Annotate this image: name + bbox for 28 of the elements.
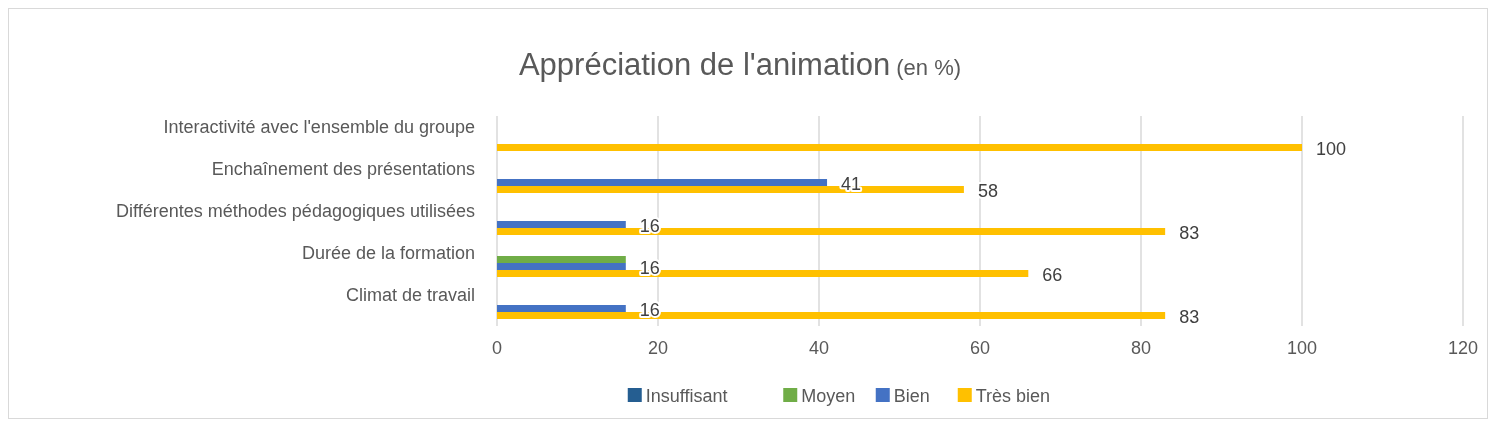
bar bbox=[497, 179, 828, 186]
y-tick-label: Différentes méthodes pédagogiques utilisées bbox=[116, 201, 475, 221]
y-tick-label: Enchaînement des présentations bbox=[211, 159, 475, 179]
data-label: 83 bbox=[1179, 222, 1200, 243]
x-tick-label: 40 bbox=[808, 338, 830, 358]
y-tick-label: Climat de travail bbox=[345, 285, 475, 305]
x-tick-label: 0 bbox=[491, 338, 503, 358]
x-tick-label: 80 bbox=[1130, 338, 1152, 358]
data-label: 100 bbox=[1316, 138, 1347, 159]
y-tick-label: Durée de la formation bbox=[301, 243, 475, 263]
legend-label: Bien bbox=[893, 386, 930, 406]
data-label: 83 bbox=[1179, 306, 1200, 327]
bar bbox=[497, 305, 626, 312]
y-tick-label: Interactivité avec l'ensemble du groupe bbox=[163, 117, 475, 137]
x-tick-label: 120 bbox=[1447, 338, 1479, 358]
chart-title: Appréciation de l'animation (en %) bbox=[518, 47, 962, 82]
legend-label: Insuffisant bbox=[645, 386, 728, 406]
bar bbox=[497, 256, 626, 263]
bar bbox=[497, 144, 1302, 151]
x-tick-label: 20 bbox=[647, 338, 669, 358]
legend-label: Moyen bbox=[801, 386, 856, 406]
legend-label: Très bien bbox=[975, 386, 1051, 406]
x-tick-label: 60 bbox=[969, 338, 991, 358]
bar bbox=[497, 263, 626, 270]
x-tick-label: 100 bbox=[1286, 338, 1318, 358]
data-label: 66 bbox=[1042, 264, 1063, 285]
bar bbox=[497, 221, 626, 228]
data-label: 58 bbox=[977, 180, 998, 201]
